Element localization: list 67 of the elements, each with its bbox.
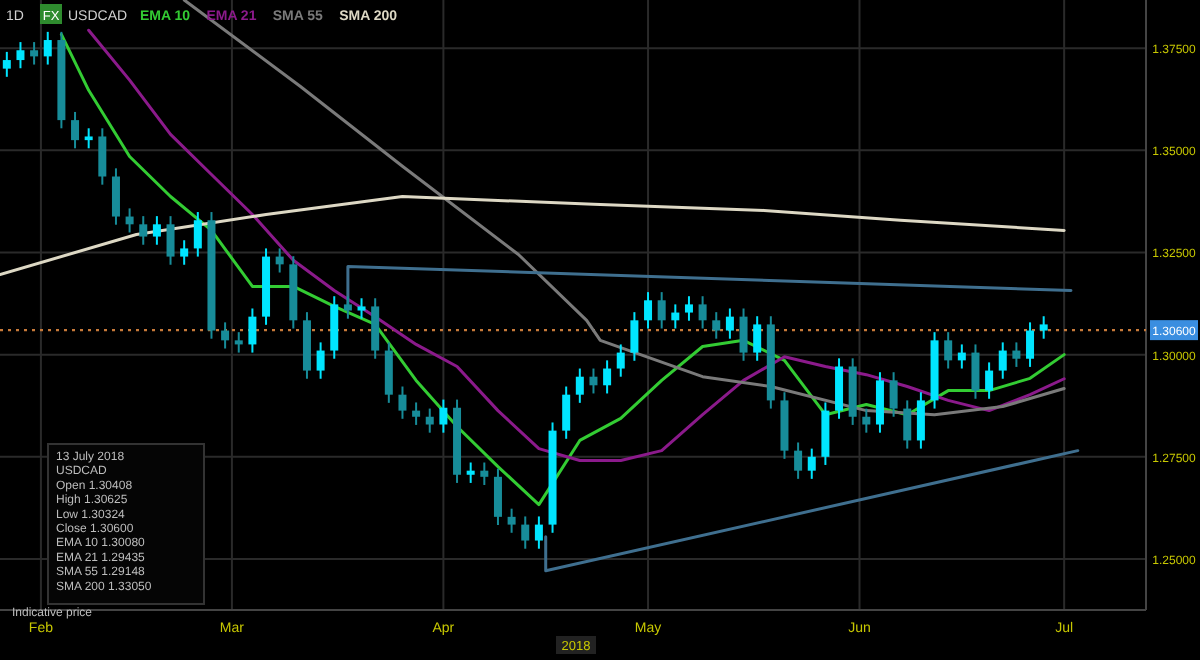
- candlestick: [807, 447, 816, 480]
- candlestick: [343, 295, 352, 320]
- candlestick: [712, 311, 721, 340]
- candlestick: [903, 399, 912, 450]
- candlestick: [480, 461, 489, 486]
- candlestick: [330, 295, 339, 360]
- candlestick: [84, 127, 93, 150]
- candlestick: [1026, 321, 1035, 368]
- candlestick: [821, 401, 830, 466]
- candlestick: [166, 215, 175, 266]
- candlestick: [234, 331, 243, 354]
- candlestick: [794, 441, 803, 480]
- candlestick: [630, 311, 639, 362]
- candlestick: [98, 127, 107, 186]
- candlestick: [357, 297, 366, 320]
- candlestick: [180, 239, 189, 266]
- candlestick: [2, 50, 11, 78]
- candlestick: [439, 398, 448, 434]
- candlestick: [221, 321, 230, 350]
- candlestick: [603, 359, 612, 395]
- candlestick: [835, 357, 844, 420]
- line-series: [0, 195, 1066, 277]
- candlestick: [657, 291, 666, 330]
- candlestick: [193, 211, 202, 258]
- candlestick: [139, 215, 148, 246]
- candlestick: [562, 385, 571, 440]
- candlestick: [957, 343, 966, 370]
- candlestick: [534, 515, 543, 550]
- candlestick: [1039, 315, 1048, 340]
- candlestick: [916, 391, 925, 450]
- candlestick: [575, 367, 584, 404]
- candlestick: [739, 307, 748, 362]
- candlestick: [521, 515, 530, 550]
- candlestick: [71, 110, 80, 150]
- candlestick: [998, 341, 1007, 380]
- candlestick: [30, 41, 39, 66]
- candlestick: [371, 297, 380, 360]
- candlestick: [398, 385, 407, 420]
- candlestick: [1012, 341, 1021, 368]
- candlestick: [644, 291, 653, 330]
- candlestick: [125, 207, 134, 234]
- candlestick: [944, 331, 953, 370]
- candlestick: [493, 467, 502, 527]
- candlestick: [412, 401, 421, 426]
- candlestick: [466, 461, 475, 484]
- candlestick: [248, 307, 257, 354]
- candlestick: [425, 407, 434, 434]
- candlestick: [753, 315, 762, 362]
- candlestick: [111, 167, 120, 226]
- candlestick: [275, 247, 284, 274]
- candlestick: [698, 295, 707, 330]
- candlestick: [985, 361, 994, 400]
- candlestick: [152, 215, 161, 246]
- candlestick: [16, 41, 25, 70]
- candlestick: [889, 371, 898, 418]
- candlestick: [316, 341, 325, 380]
- candlestick: [384, 341, 393, 404]
- candlestick: [875, 371, 884, 434]
- candlestick: [507, 507, 516, 534]
- candlestick: [671, 303, 680, 330]
- candlestick: [43, 30, 52, 66]
- candlestick: [971, 343, 980, 400]
- candlestick: [684, 295, 693, 322]
- candlestick: [589, 367, 598, 395]
- candlestick: [862, 407, 871, 434]
- candlestick: [725, 307, 734, 340]
- candlestick: [616, 343, 625, 378]
